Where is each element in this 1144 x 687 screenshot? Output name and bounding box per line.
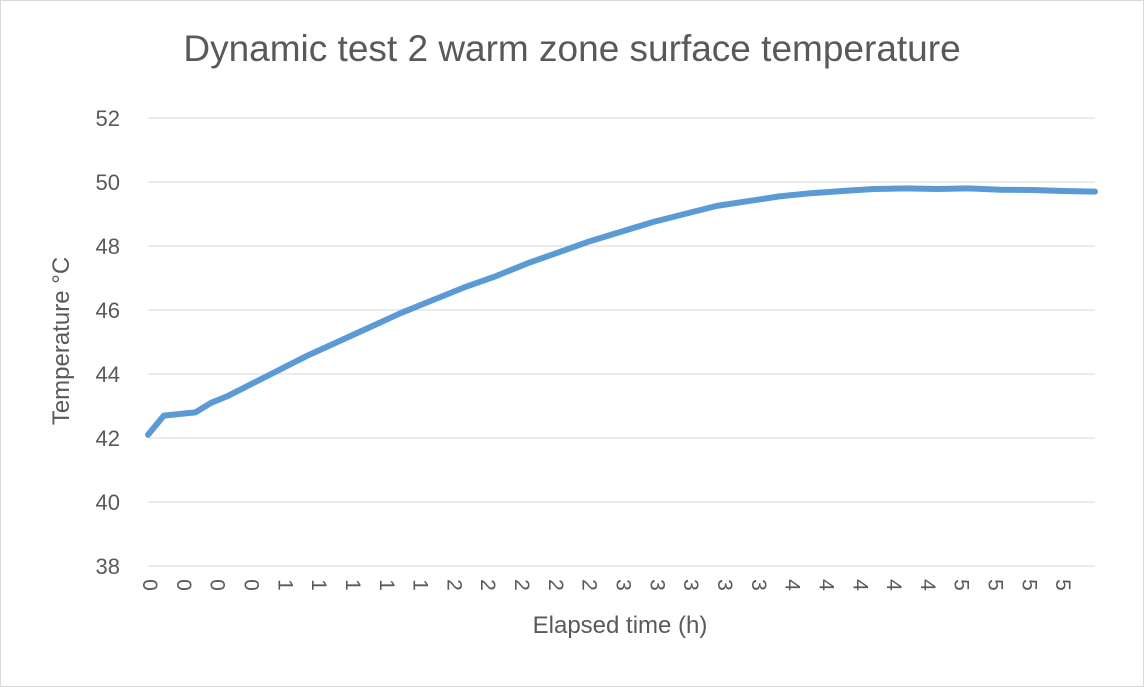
x-tick-label: 5 bbox=[984, 579, 1007, 591]
x-tick-label: 2 bbox=[442, 579, 465, 591]
x-tick-label: 4 bbox=[882, 579, 905, 591]
x-tick-label: 4 bbox=[814, 579, 837, 591]
x-tick-label: 2 bbox=[544, 579, 567, 591]
x-axis-title: Elapsed time (h) bbox=[532, 612, 708, 639]
x-tick-label: 1 bbox=[375, 579, 398, 591]
x-tick-label: 0 bbox=[206, 579, 229, 591]
x-tick-label: 1 bbox=[341, 579, 364, 591]
y-tick-label: 52 bbox=[96, 106, 120, 131]
x-tick-label: 1 bbox=[307, 579, 330, 591]
x-tick-label: 1 bbox=[273, 579, 296, 591]
x-tick-label: 5 bbox=[1017, 579, 1040, 591]
x-tick-label: 4 bbox=[781, 579, 804, 591]
x-tick-label: 3 bbox=[713, 579, 736, 591]
x-tick-label: 2 bbox=[510, 579, 533, 591]
x-tick-label: 0 bbox=[239, 579, 262, 591]
x-tick-label: 3 bbox=[612, 579, 635, 591]
y-tick-label: 38 bbox=[96, 554, 120, 579]
x-tick-label: 5 bbox=[950, 579, 973, 591]
y-tick-label: 44 bbox=[96, 362, 120, 387]
x-tick-label: 3 bbox=[747, 579, 770, 591]
x-tick-label: 0 bbox=[138, 579, 161, 591]
y-tick-label: 40 bbox=[96, 490, 120, 515]
y-tick-label: 46 bbox=[96, 298, 120, 323]
x-tick-label: 2 bbox=[476, 579, 499, 591]
y-tick-label: 48 bbox=[96, 234, 120, 259]
series-line bbox=[145, 185, 1098, 438]
x-tick-label: 4 bbox=[848, 579, 871, 591]
x-tick-label: 0 bbox=[172, 579, 195, 591]
x-tick-label: 3 bbox=[679, 579, 702, 591]
x-tick-label: 1 bbox=[409, 579, 432, 591]
x-tick-label: 3 bbox=[645, 579, 668, 591]
y-tick-label: 42 bbox=[96, 426, 120, 451]
chart-title: Dynamic test 2 warm zone surface tempera… bbox=[183, 28, 961, 69]
x-tick-label: 4 bbox=[916, 579, 939, 591]
x-tick-label: 2 bbox=[578, 579, 601, 591]
y-tick-label: 50 bbox=[96, 170, 120, 195]
x-tick-label: 5 bbox=[1051, 579, 1074, 591]
